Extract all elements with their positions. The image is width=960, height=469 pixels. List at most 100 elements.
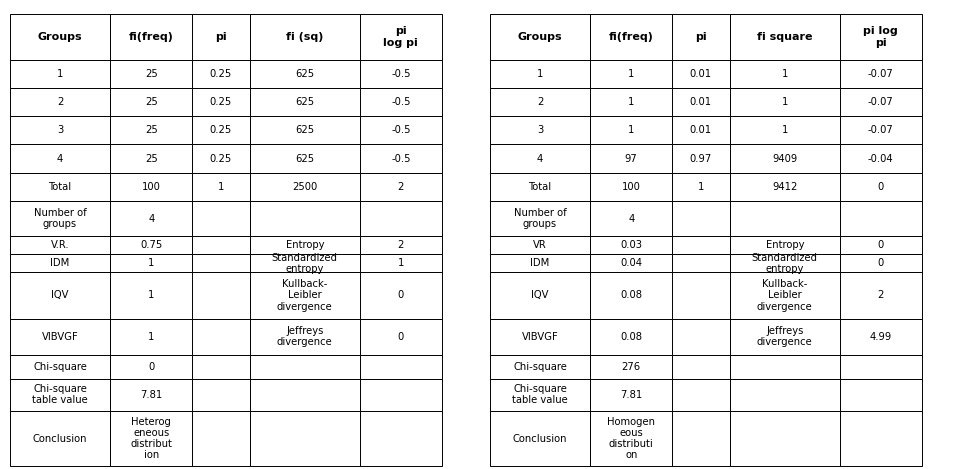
Bar (730, 88, 840, 116)
Text: 0.25: 0.25 (209, 97, 232, 107)
Text: 1: 1 (148, 332, 155, 342)
Text: 0.01: 0.01 (689, 125, 712, 136)
Bar (730, 201, 840, 236)
Bar (490, 319, 590, 355)
Bar (250, 201, 360, 236)
Text: 0.25: 0.25 (209, 153, 232, 164)
Text: Total: Total (48, 182, 72, 192)
Bar (360, 379, 442, 411)
Bar (490, 173, 590, 201)
Bar (110, 272, 192, 319)
Bar (110, 254, 192, 272)
Text: Chi-square
table value: Chi-square table value (32, 384, 88, 406)
Text: Chi-square: Chi-square (513, 362, 567, 372)
Bar (360, 116, 442, 144)
Bar (110, 411, 192, 466)
Bar (360, 272, 442, 319)
Bar (672, 173, 730, 201)
Bar (840, 144, 922, 173)
Bar (10, 88, 110, 116)
Bar (10, 379, 110, 411)
Bar (590, 236, 672, 254)
Text: 25: 25 (145, 153, 157, 164)
Bar (10, 254, 110, 272)
Bar (490, 254, 590, 272)
Text: 25: 25 (145, 125, 157, 136)
Bar (840, 272, 922, 319)
Bar (10, 60, 110, 88)
Bar (490, 201, 590, 236)
Text: 276: 276 (622, 362, 640, 372)
Bar (590, 173, 672, 201)
Text: 0: 0 (397, 290, 404, 301)
Text: 1: 1 (781, 69, 788, 79)
Text: 625: 625 (296, 153, 314, 164)
Bar (490, 88, 590, 116)
Bar (840, 201, 922, 236)
Bar (360, 14, 442, 60)
Text: 0.04: 0.04 (620, 258, 642, 268)
Text: 0: 0 (148, 362, 155, 372)
Bar (110, 60, 192, 88)
Text: 2: 2 (537, 97, 543, 107)
Text: V.R.: V.R. (51, 240, 69, 250)
Text: 1: 1 (57, 69, 63, 79)
Text: 25: 25 (145, 69, 157, 79)
Text: Chi-square: Chi-square (33, 362, 87, 372)
Bar (672, 379, 730, 411)
Text: 2500: 2500 (292, 182, 318, 192)
Text: VR: VR (533, 240, 547, 250)
Text: 3: 3 (57, 125, 63, 136)
Text: 9409: 9409 (772, 153, 798, 164)
Text: 9412: 9412 (772, 182, 798, 192)
Bar (192, 254, 250, 272)
Text: Kullback-
Leibler
divergence: Kullback- Leibler divergence (756, 279, 813, 312)
Bar (840, 411, 922, 466)
Text: IDM: IDM (50, 258, 70, 268)
Bar (730, 173, 840, 201)
Bar (192, 173, 250, 201)
Text: Number of
groups: Number of groups (514, 208, 566, 229)
Bar (192, 236, 250, 254)
Text: fi(freq): fi(freq) (609, 32, 654, 42)
Bar (10, 116, 110, 144)
Text: 1: 1 (397, 258, 404, 268)
Text: 7.81: 7.81 (620, 390, 642, 400)
Text: Jeffreys
divergence: Jeffreys divergence (756, 326, 813, 348)
Bar (250, 355, 360, 379)
Bar (192, 319, 250, 355)
Text: 1: 1 (781, 97, 788, 107)
Bar (360, 411, 442, 466)
Bar (110, 144, 192, 173)
Bar (110, 236, 192, 254)
Bar (840, 14, 922, 60)
Bar (250, 411, 360, 466)
Bar (192, 14, 250, 60)
Bar (490, 272, 590, 319)
Text: -0.07: -0.07 (868, 69, 894, 79)
Text: 0.08: 0.08 (620, 290, 642, 301)
Text: Conclusion: Conclusion (33, 433, 87, 444)
Bar (10, 272, 110, 319)
Text: 0.01: 0.01 (689, 97, 712, 107)
Text: 1: 1 (628, 125, 635, 136)
Text: 0.03: 0.03 (620, 240, 642, 250)
Bar (250, 144, 360, 173)
Bar (110, 379, 192, 411)
Bar (730, 144, 840, 173)
Bar (590, 379, 672, 411)
Bar (110, 201, 192, 236)
Text: 625: 625 (296, 97, 314, 107)
Bar (192, 355, 250, 379)
Bar (250, 60, 360, 88)
Bar (192, 201, 250, 236)
Text: VIBVGF: VIBVGF (41, 332, 79, 342)
Text: 1: 1 (148, 258, 155, 268)
Text: 0.25: 0.25 (209, 125, 232, 136)
Bar (672, 272, 730, 319)
Text: -0.04: -0.04 (868, 153, 894, 164)
Bar (730, 116, 840, 144)
Text: 1: 1 (628, 69, 635, 79)
Text: -0.5: -0.5 (391, 97, 411, 107)
Bar (192, 379, 250, 411)
